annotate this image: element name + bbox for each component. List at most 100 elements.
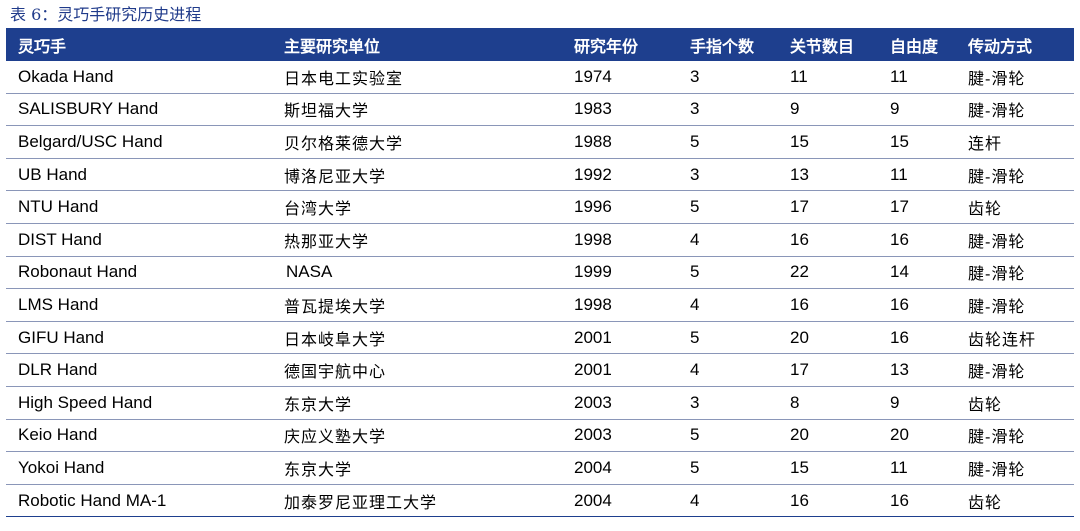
cell-dof: 20 [878,419,958,453]
cell-joints: 16 [778,484,878,518]
table-row: Robonaut Hand NASA 1999 5 22 14 腱-滑轮 [6,256,1074,290]
cell-fingers: 5 [678,190,778,224]
cell-institution: 东京大学 [274,451,562,485]
cell-hand: Yokoi Hand [6,451,274,485]
cell-dof: 16 [878,484,958,518]
cell-dof: 14 [878,256,958,290]
cell-dof: 17 [878,190,958,224]
table-caption: 表 6：灵巧手研究历史进程 [10,5,202,24]
cell-hand: DIST Hand [6,223,274,257]
table-row: Belgard/USC Hand 贝尔格莱德大学 1988 5 15 15 连杆 [6,125,1074,159]
cell-institution: 热那亚大学 [274,223,562,257]
cell-year: 2001 [562,353,678,387]
cell-institution: 东京大学 [274,386,562,420]
cell-joints: 20 [778,419,878,453]
cell-hand: High Speed Hand [6,386,274,420]
cell-transmission: 连杆 [958,125,1074,159]
table-row: DIST Hand 热那亚大学 1998 4 16 16 腱-滑轮 [6,223,1074,257]
cell-year: 1998 [562,223,678,257]
cell-institution: 德国宇航中心 [274,353,562,387]
cell-institution: 贝尔格莱德大学 [274,125,562,159]
cell-transmission: 腱-滑轮 [958,223,1074,257]
cell-year: 1974 [562,61,678,94]
table-row: Robotic Hand MA-1 加泰罗尼亚理工大学 2004 4 16 16 齿轮 [6,484,1074,518]
cell-year: 1992 [562,158,678,192]
cell-fingers: 5 [678,451,778,485]
cell-year: 2004 [562,484,678,518]
table-row: GIFU Hand 日本岐阜大学 2001 5 20 16 齿轮连杆 [6,321,1074,355]
table-row: Yokoi Hand 东京大学 2004 5 15 11 腱-滑轮 [6,451,1074,485]
cell-fingers: 3 [678,61,778,94]
cell-transmission: 齿轮连杆 [958,321,1074,355]
cell-joints: 17 [778,353,878,387]
cell-fingers: 3 [678,93,778,127]
column-header-fingers: 手指个数 [690,36,755,56]
table-row: LMS Hand 普瓦提埃大学 1998 4 16 16 腱-滑轮 [6,288,1074,322]
table-body: Okada Hand 日本电工实验室 1974 3 11 11 腱-滑轮 SALISBURY … [6,61,1074,518]
cell-dof: 16 [878,321,958,355]
cell-transmission: 腱-滑轮 [958,451,1074,485]
cell-dof: 16 [878,223,958,257]
table-row: High Speed Hand 东京大学 2003 3 8 9 齿轮 [6,386,1074,420]
table-header-row: 灵巧手 主要研究单位 研究年份 手指个数 关节数目 自由度 传动方式 [6,28,1074,61]
cell-hand: Robotic Hand MA-1 [6,484,274,518]
column-header-dof: 自由度 [890,36,939,56]
cell-hand: Belgard/USC Hand [6,125,274,159]
cell-hand: DLR Hand [6,353,274,387]
table-row: NTU Hand 台湾大学 1996 5 17 17 齿轮 [6,190,1074,224]
cell-institution: 普瓦提埃大学 [274,288,562,322]
cell-year: 1998 [562,288,678,322]
column-header-year: 研究年份 [574,36,639,56]
column-header-transmission: 传动方式 [968,36,1033,56]
cell-dof: 11 [878,61,958,94]
cell-fingers: 4 [678,288,778,322]
cell-dof: 16 [878,288,958,322]
column-header-joints: 关节数目 [790,36,855,56]
cell-hand: NTU Hand [6,190,274,224]
cell-fingers: 5 [678,256,778,290]
cell-transmission: 齿轮 [958,386,1074,420]
cell-transmission: 腱-滑轮 [958,158,1074,192]
dexterous-hand-history-table: 灵巧手 主要研究单位 研究年份 手指个数 关节数目 自由度 传动方式 Okada… [6,28,1074,518]
cell-hand: Robonaut Hand [6,256,274,290]
cell-year: 2004 [562,451,678,485]
cell-hand: SALISBURY Hand [6,93,274,127]
cell-joints: 9 [778,93,878,127]
cell-year: 1983 [562,93,678,127]
cell-hand: GIFU Hand [6,321,274,355]
cell-joints: 17 [778,190,878,224]
cell-transmission: 腱-滑轮 [958,93,1074,127]
table-row: Okada Hand 日本电工实验室 1974 3 11 11 腱-滑轮 [6,61,1074,94]
cell-dof: 9 [878,93,958,127]
cell-institution: 庆应义塾大学 [274,419,562,453]
cell-fingers: 5 [678,321,778,355]
cell-joints: 15 [778,125,878,159]
cell-joints: 16 [778,288,878,322]
cell-year: 1988 [562,125,678,159]
cell-joints: 22 [778,256,878,290]
table-row: UB Hand 博洛尼亚大学 1992 3 13 11 腱-滑轮 [6,158,1074,192]
cell-joints: 8 [778,386,878,420]
column-header-institution: 主要研究单位 [284,36,381,56]
cell-fingers: 5 [678,125,778,159]
cell-institution: 斯坦福大学 [274,93,562,127]
cell-institution: 日本电工实验室 [274,61,562,94]
column-header-hand: 灵巧手 [18,36,67,56]
cell-fingers: 4 [678,353,778,387]
cell-hand: Keio Hand [6,419,274,453]
cell-year: 2003 [562,386,678,420]
cell-institution: 台湾大学 [274,190,562,224]
cell-transmission: 齿轮 [958,484,1074,518]
cell-transmission: 腱-滑轮 [958,61,1074,94]
table-row: Keio Hand 庆应义塾大学 2003 5 20 20 腱-滑轮 [6,419,1074,453]
cell-joints: 20 [778,321,878,355]
cell-joints: 11 [778,61,878,94]
cell-institution: NASA [274,256,562,290]
cell-year: 1999 [562,256,678,290]
cell-hand: LMS Hand [6,288,274,322]
cell-institution: 博洛尼亚大学 [274,158,562,192]
cell-transmission: 腱-滑轮 [958,256,1074,290]
cell-year: 2001 [562,321,678,355]
cell-institution: 日本岐阜大学 [274,321,562,355]
cell-transmission: 腱-滑轮 [958,353,1074,387]
